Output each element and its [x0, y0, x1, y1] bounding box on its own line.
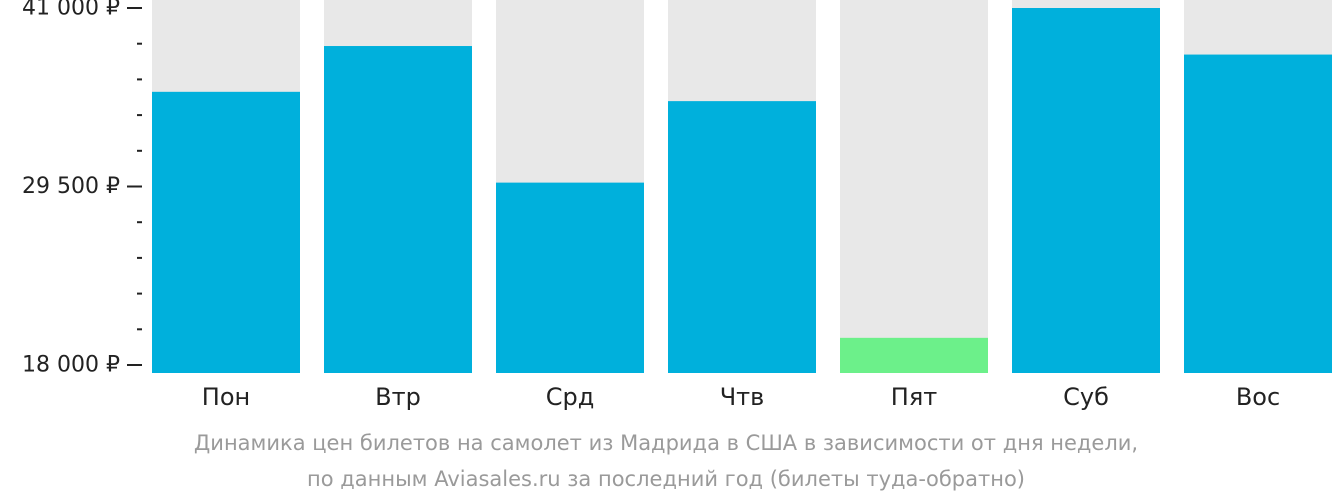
x-tick-label-0: Пон: [202, 383, 250, 411]
x-axis: Пон Втр Срд Чтв Пят Суб Вос: [202, 383, 1280, 411]
x-tick-label-1: Втр: [375, 383, 421, 411]
x-tick-label-2: Срд: [546, 383, 595, 411]
y-tick-label-1: 29 500 ₽: [22, 174, 120, 199]
x-tick-label-6: Вос: [1236, 383, 1280, 411]
bar-2: [496, 182, 644, 373]
y-tick-label-0: 41 000 ₽: [22, 0, 120, 21]
x-tick-label-3: Чтв: [720, 383, 765, 411]
chart-caption-line-1: Динамика цен билетов на самолет из Мадри…: [193, 431, 1139, 455]
bar-3: [668, 101, 816, 373]
price-by-weekday-chart: 41 000 ₽ 29 500 ₽ 18 000 ₽ Пон Втр Срд Чтв Пят…: [22, 0, 1332, 411]
x-tick-label-5: Суб: [1063, 383, 1109, 411]
chart-caption-line-2: по данным Aviasales.ru за последний год …: [307, 467, 1025, 491]
bars: [152, 0, 1332, 374]
bar-track-4: [840, 0, 988, 373]
bar-4: [840, 337, 988, 373]
bar-0: [152, 91, 300, 374]
bar-1: [324, 46, 472, 373]
bar-6: [1184, 54, 1332, 373]
bar-5: [1012, 8, 1160, 373]
x-tick-label-4: Пят: [891, 383, 937, 411]
y-tick-label-2: 18 000 ₽: [22, 353, 120, 378]
y-axis: 41 000 ₽ 29 500 ₽ 18 000 ₽: [22, 0, 142, 378]
